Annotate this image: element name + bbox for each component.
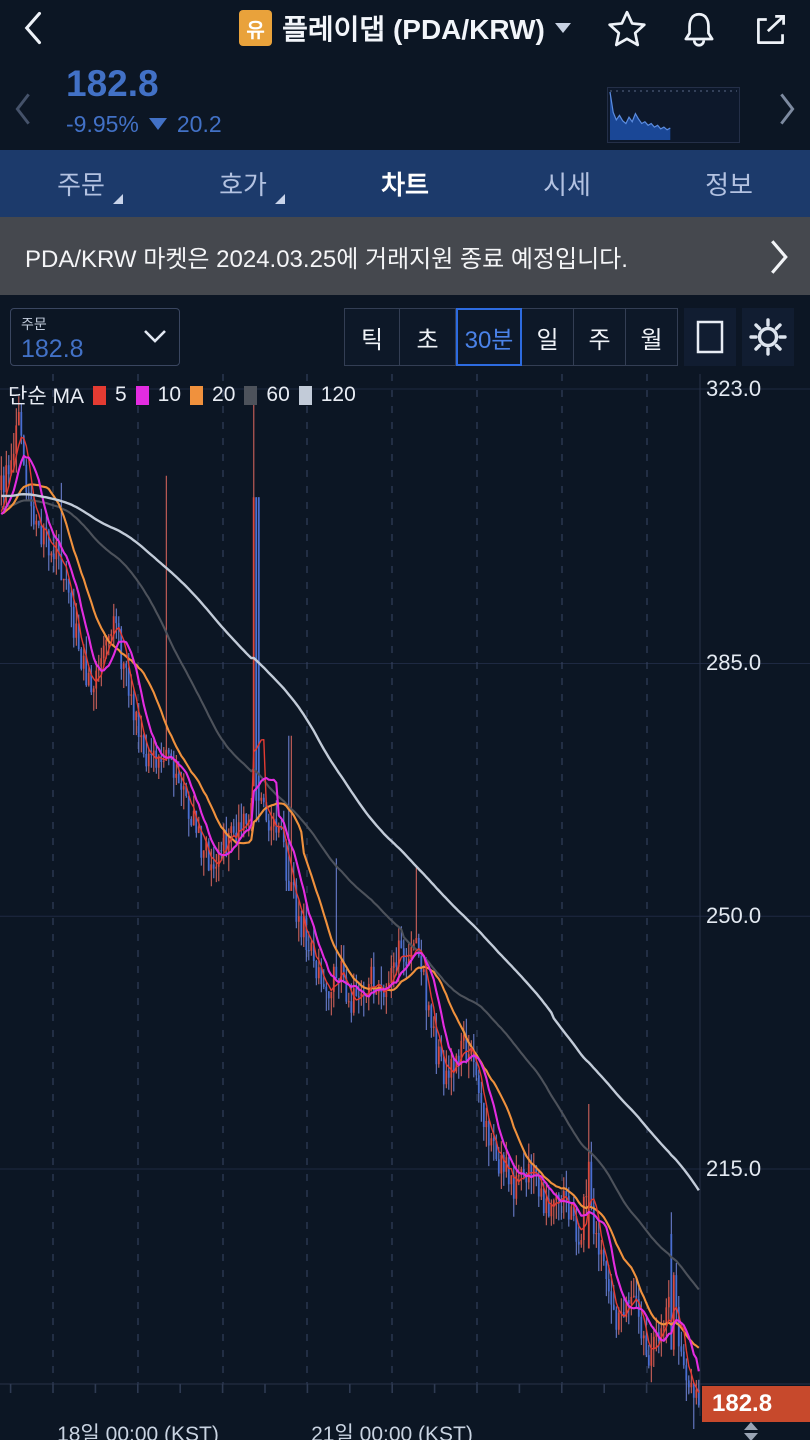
candlestick-chart[interactable]: 단순 MA 5 10 20 60 120 323.0 285.0 250.0 2… [0,374,810,1440]
x-axis-label: 18일 00:00 (KST) [57,1423,219,1440]
caution-badge: 유 [239,10,273,46]
square-icon [696,320,724,354]
ma10-swatch-icon [135,385,149,405]
scale-up-icon [744,1422,758,1430]
notice-chevron-icon [771,240,788,274]
change-amount: 20.2 [176,110,222,137]
notification-bell-icon[interactable] [678,8,720,50]
current-price-block: 182.8 -9.95% 20.2 [66,63,222,138]
ma120-swatch-icon [298,385,312,405]
chevron-down-icon [144,330,166,343]
next-market-button[interactable] [778,92,796,131]
interval-tick[interactable]: 틱 [344,308,400,366]
price-change: -9.95% 20.2 [66,111,222,138]
order-price-dropdown[interactable]: 주문 182.8 [10,308,180,366]
title-caret-icon [554,23,571,33]
tab-orderbook[interactable]: 호가 [162,150,324,217]
x-axis-label: 21일 00:00 (KST) [311,1423,473,1440]
back-button[interactable] [16,8,56,48]
chart-style-button[interactable] [684,308,736,366]
market-title[interactable]: 유 플레이댑 (PDA/KRW) [0,0,810,56]
y-axis-tick: 215.0 [706,1155,762,1181]
header-actions [606,8,792,50]
notice-text: PDA/KRW 마켓은 2024.03.25에 거래지원 종료 예정입니다. [25,245,628,273]
chart-canvas [0,374,810,1429]
y-axis-tick: 250.0 [706,903,762,929]
scale-down-icon [744,1433,758,1440]
share-icon[interactable] [750,8,792,50]
ma5-swatch-icon [92,385,106,405]
change-percent: -9.95% [66,110,139,137]
chart-controls: 주문 182.8 틱 초 30분 일 주 월 [0,295,810,374]
header: 유 플레이댑 (PDA/KRW) [0,0,810,56]
current-price-tag: 182.8 [702,1386,810,1422]
ma20-swatch-icon [190,385,204,405]
interval-month[interactable]: 월 [626,308,678,366]
sparkline [609,90,737,140]
interval-week[interactable]: 주 [574,308,626,366]
back-chevron-icon [24,11,41,45]
tab-chart[interactable]: 차트 [381,170,429,200]
order-dropdown-value: 182.8 [21,335,84,363]
y-axis-tick: 323.0 [706,376,762,401]
tab-dropdown-corner-icon [113,193,123,204]
ma-legend: 단순 MA 5 10 20 60 120 [8,380,356,410]
order-dropdown-label: 주문 [21,316,47,332]
prev-market-button[interactable] [14,92,32,131]
interval-day[interactable]: 일 [522,308,574,366]
tab-dropdown-corner-icon [275,193,285,204]
axis-scale-toggle[interactable] [744,1422,758,1440]
ma-legend-label: 단순 MA [8,385,84,408]
tab-info[interactable]: 정보 [705,170,753,200]
ma60-swatch-icon [244,385,258,405]
chart-settings-button[interactable] [742,308,794,366]
last-price: 182.8 [66,63,159,104]
y-axis-tick: 285.0 [706,650,762,676]
interval-second[interactable]: 초 [400,308,456,366]
gear-icon [749,318,787,356]
tab-bar: 주문 호가 차트 시세 정보 [0,150,810,217]
price-summary: 182.8 -9.95% 20.2 [0,56,810,150]
tab-quotes[interactable]: 시세 [543,170,591,200]
interval-selector: 틱 초 30분 일 주 월 [344,308,678,366]
tab-order[interactable]: 주문 [0,150,162,217]
page-title: 플레이댑 (PDA/KRW) [282,14,545,45]
interval-30min[interactable]: 30분 [456,308,522,366]
down-arrow-icon [148,118,167,131]
delisting-notice-banner[interactable]: PDA/KRW 마켓은 2024.03.25에 거래지원 종료 예정입니다. [0,217,810,295]
favorite-star-icon[interactable] [606,8,648,50]
mini-chart-thumbnail[interactable] [607,87,740,143]
